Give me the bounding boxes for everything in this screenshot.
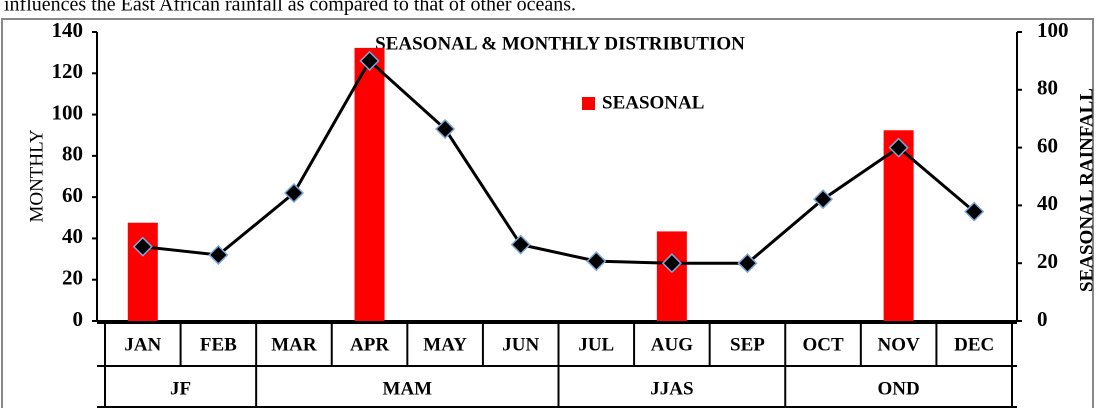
y-tick-label: 120	[52, 59, 84, 83]
x-tick-label: JUL	[578, 334, 614, 355]
bar	[354, 47, 385, 322]
marker	[132, 236, 153, 257]
y2-tick-label: 100	[1037, 18, 1069, 42]
body-text: influences the East African rainfall as …	[4, 0, 576, 16]
legend-label: SEASONAL	[602, 92, 704, 113]
marker	[888, 137, 909, 158]
marker	[586, 251, 607, 272]
x-tick-label: OCT	[802, 334, 844, 355]
group-label: OND	[878, 378, 920, 399]
y-tick-label: 60	[62, 183, 83, 207]
y-tick-label: 80	[62, 142, 83, 166]
y2-tick-label: 80	[1037, 76, 1058, 100]
y-tick-label: 20	[62, 266, 83, 290]
x-tick-label: DEC	[954, 334, 994, 355]
legend-swatch	[582, 97, 595, 110]
x-tick-label: SEP	[730, 334, 765, 355]
y-tick-label: 0	[73, 307, 84, 331]
x-tick-label: NOV	[878, 334, 921, 355]
chart-title: SEASONAL & MONTHLY DISTRIBUTION	[375, 33, 745, 54]
x-tick-label: MAY	[423, 334, 467, 355]
marker	[359, 50, 380, 71]
bar	[883, 130, 914, 321]
marker	[208, 244, 229, 266]
y-tick-label: 140	[52, 18, 84, 42]
marker	[964, 201, 985, 222]
bar	[656, 231, 687, 321]
marker	[661, 253, 682, 274]
x-tick-label: JUN	[502, 334, 539, 355]
x-tick-label: FEB	[200, 334, 237, 355]
line	[142, 58, 976, 265]
x-tick-label: APR	[350, 334, 389, 355]
y-axis-label: MONTHLY	[26, 129, 47, 222]
y2-axis-label: SEASONAL RAINFALL	[1076, 88, 1096, 292]
x-tick-label: MAR	[271, 334, 317, 355]
group-label: JJAS	[650, 378, 693, 399]
x-tick-label: AUG	[651, 334, 693, 355]
y2-tick-label: 40	[1037, 191, 1058, 215]
group-label: MAM	[383, 378, 433, 399]
marker	[510, 234, 531, 255]
marker	[435, 118, 456, 140]
group-label: JF	[170, 378, 191, 399]
marker	[812, 189, 834, 210]
y-tick-label: 100	[52, 100, 84, 124]
marker	[283, 182, 305, 204]
chart-frame	[1, 18, 1094, 408]
y2-tick-label: 0	[1037, 307, 1048, 331]
x-tick-label: JAN	[124, 334, 161, 355]
y2-tick-label: 20	[1037, 249, 1058, 273]
y2-tick-label: 60	[1037, 133, 1058, 157]
marker	[737, 253, 758, 274]
y-tick-label: 40	[62, 224, 83, 248]
